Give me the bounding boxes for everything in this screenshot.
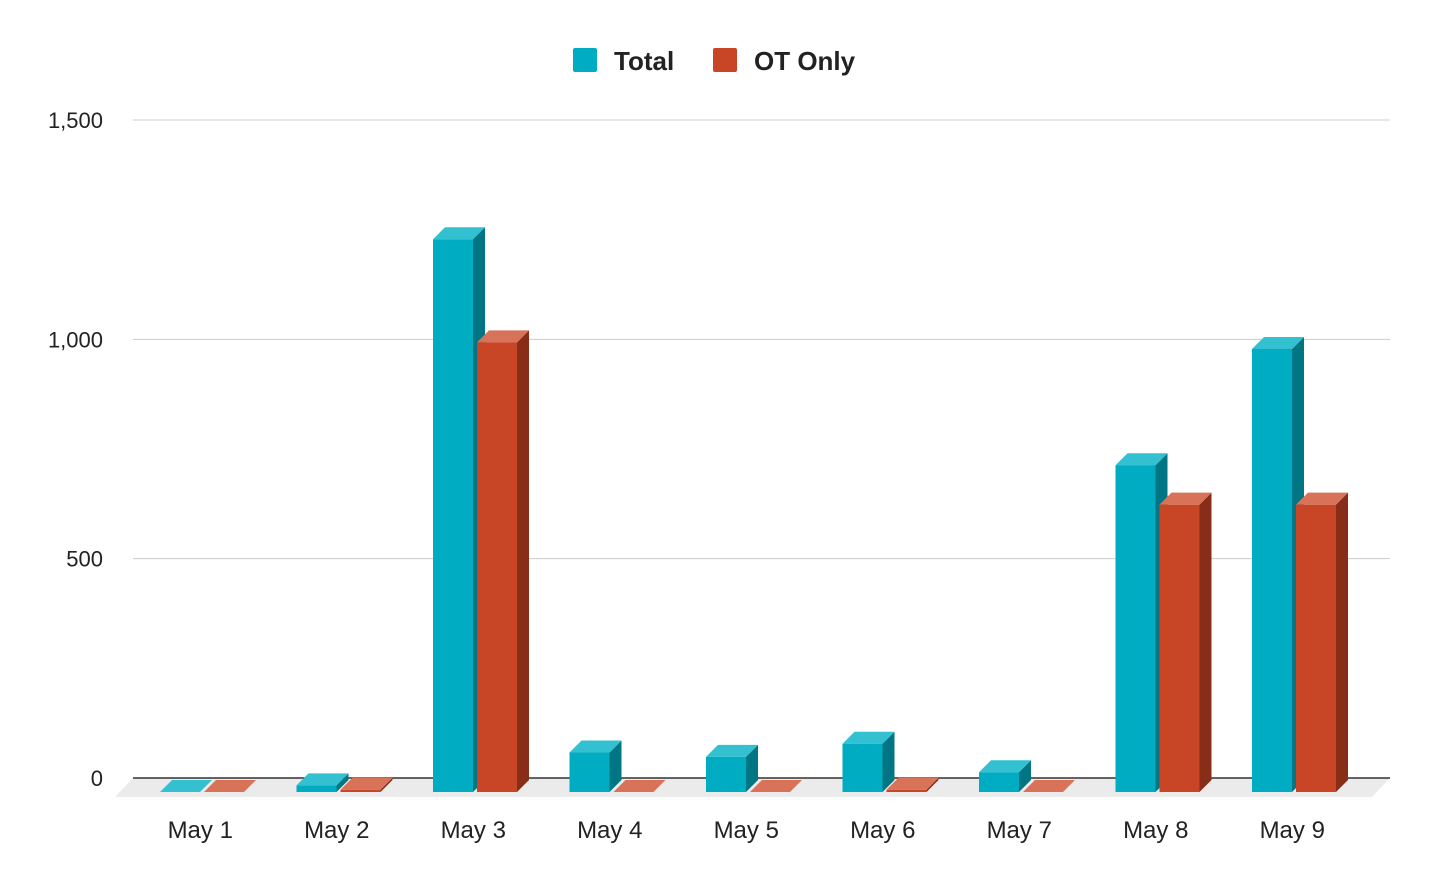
bar-total-may-4 xyxy=(569,740,622,792)
x-axis-category-labels: May 1 May 2 May 3 May 4 May 5 May 6 May 7 May 8… xyxy=(168,817,1325,844)
bar-cap xyxy=(204,780,256,792)
bar-top xyxy=(979,760,1031,773)
legend: Total OT Only xyxy=(573,46,856,76)
y-tick-label: 500 xyxy=(66,547,103,572)
bar-ot-only-may-2 xyxy=(340,777,393,792)
bar-top xyxy=(433,227,485,240)
bar-ot-only-may-1 xyxy=(204,780,256,792)
bar-total-may-5 xyxy=(706,744,758,792)
x-category-label: May 8 xyxy=(1123,817,1188,844)
bar-top xyxy=(1115,453,1168,466)
bar-total-may-1 xyxy=(160,780,212,792)
x-category-label: May 9 xyxy=(1260,817,1325,844)
bar-ot-only-may-3 xyxy=(477,330,529,792)
legend-item-ot-only: OT Only xyxy=(713,46,856,76)
bar-cap xyxy=(1023,780,1075,792)
bar-cap xyxy=(160,780,212,792)
bar-front xyxy=(886,789,927,792)
x-category-label: May 7 xyxy=(987,817,1052,844)
bar-side xyxy=(1199,492,1212,792)
legend-swatch xyxy=(573,48,597,72)
bar-front xyxy=(340,789,381,792)
bar-side xyxy=(746,744,758,792)
bar-cap xyxy=(613,780,666,792)
bar-side xyxy=(517,330,529,792)
y-tick-label: 1,000 xyxy=(48,327,103,352)
bar-side xyxy=(336,773,349,792)
bar-total-may-2 xyxy=(296,773,349,792)
bar-front xyxy=(1115,465,1156,792)
bar-total-may-6 xyxy=(842,731,895,792)
bar-top xyxy=(1252,336,1304,349)
bar-side xyxy=(380,777,393,792)
bar-top xyxy=(340,777,393,790)
bar-ot-only-may-5 xyxy=(750,780,802,792)
bar-front xyxy=(842,743,883,792)
bar-ot-only-may-8 xyxy=(1159,492,1212,792)
bar-front xyxy=(706,756,746,792)
bar-ot-only-may-4 xyxy=(613,780,666,792)
bar-ot-only-may-6 xyxy=(886,777,939,792)
legend-item-total: Total xyxy=(573,46,674,76)
bar-front xyxy=(1252,348,1292,792)
bar-top xyxy=(706,744,758,757)
x-category-label: May 4 xyxy=(577,817,642,844)
legend-swatch xyxy=(713,48,737,72)
bar-top xyxy=(1159,492,1212,505)
bar-top xyxy=(842,731,895,744)
bar-side xyxy=(609,740,622,792)
x-category-label: May 2 xyxy=(304,817,369,844)
bar-top xyxy=(1296,492,1348,505)
bar-front xyxy=(979,772,1019,792)
x-category-label: May 5 xyxy=(714,817,779,844)
bar-side xyxy=(926,777,939,792)
y-tick-label: 0 xyxy=(91,766,103,791)
bar-ot-only-may-7 xyxy=(1023,780,1075,792)
bar-total-may-7 xyxy=(979,760,1031,792)
bar-front xyxy=(296,785,337,792)
y-axis-tick-labels: 0 500 1,000 1,500 xyxy=(48,108,103,791)
x-category-label: May 6 xyxy=(850,817,915,844)
legend-label: Total xyxy=(614,46,674,76)
bar-ot-only-may-9 xyxy=(1296,492,1348,792)
bar-front xyxy=(433,239,473,792)
bar-front xyxy=(569,752,610,792)
bar-side xyxy=(1019,760,1031,792)
bar-front xyxy=(1296,504,1336,792)
y-tick-label: 1,500 xyxy=(48,108,103,133)
legend-label: OT Only xyxy=(754,46,856,76)
bar-top xyxy=(886,777,939,790)
x-category-label: May 3 xyxy=(441,817,506,844)
bar-top xyxy=(477,330,529,343)
bar-front xyxy=(477,342,517,792)
bar-top xyxy=(569,740,622,753)
x-category-label: May 1 xyxy=(168,817,233,844)
bar-cap xyxy=(750,780,802,792)
bar-side xyxy=(882,731,895,792)
bar-side xyxy=(1336,492,1348,792)
bar-top xyxy=(296,773,349,786)
bar-front xyxy=(1159,504,1200,792)
bars xyxy=(160,227,1348,792)
